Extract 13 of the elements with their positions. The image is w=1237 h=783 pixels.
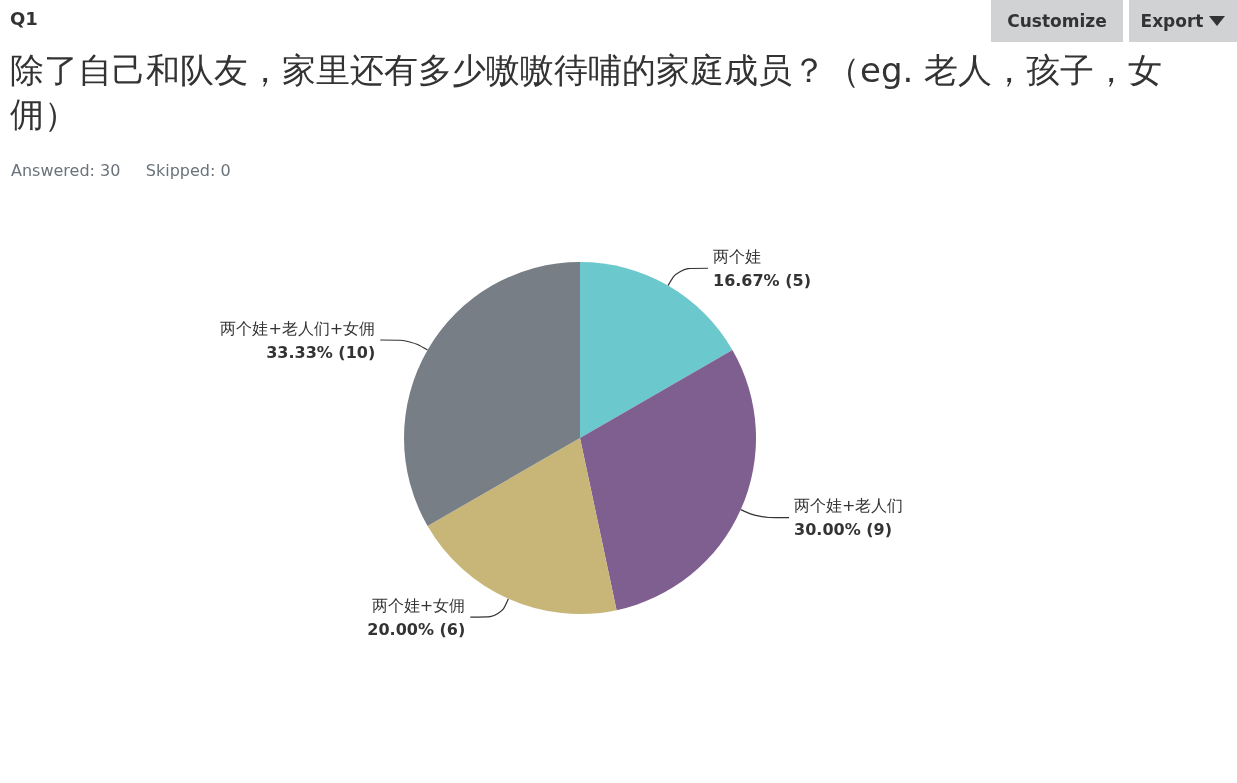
slice-label: 两个娃+老人们+女佣 xyxy=(220,318,376,338)
data-label: 20.00% (6) xyxy=(367,619,466,639)
chart-title: 除了自己和队友，家里还有多少嗷嗷待哺的家庭成员？（eg. 老人，孩子，女佣） xyxy=(10,49,1164,136)
text: Customize xyxy=(991,0,1123,42)
data-label: 16.67% (5) xyxy=(713,270,811,290)
slice-label: 两个娃+老人们 xyxy=(794,496,904,516)
slice-label: 两个娃 xyxy=(713,246,761,266)
chart-subtitle: Answered: 30 Skipped: 0 xyxy=(11,161,231,180)
text: Export xyxy=(1140,11,1204,31)
data-label: 30.00% (9) xyxy=(794,520,893,540)
slice-label: 两个娃+女佣 xyxy=(371,595,466,615)
text: Q1 xyxy=(10,8,38,29)
data-label: 33.33% (10) xyxy=(266,342,376,362)
